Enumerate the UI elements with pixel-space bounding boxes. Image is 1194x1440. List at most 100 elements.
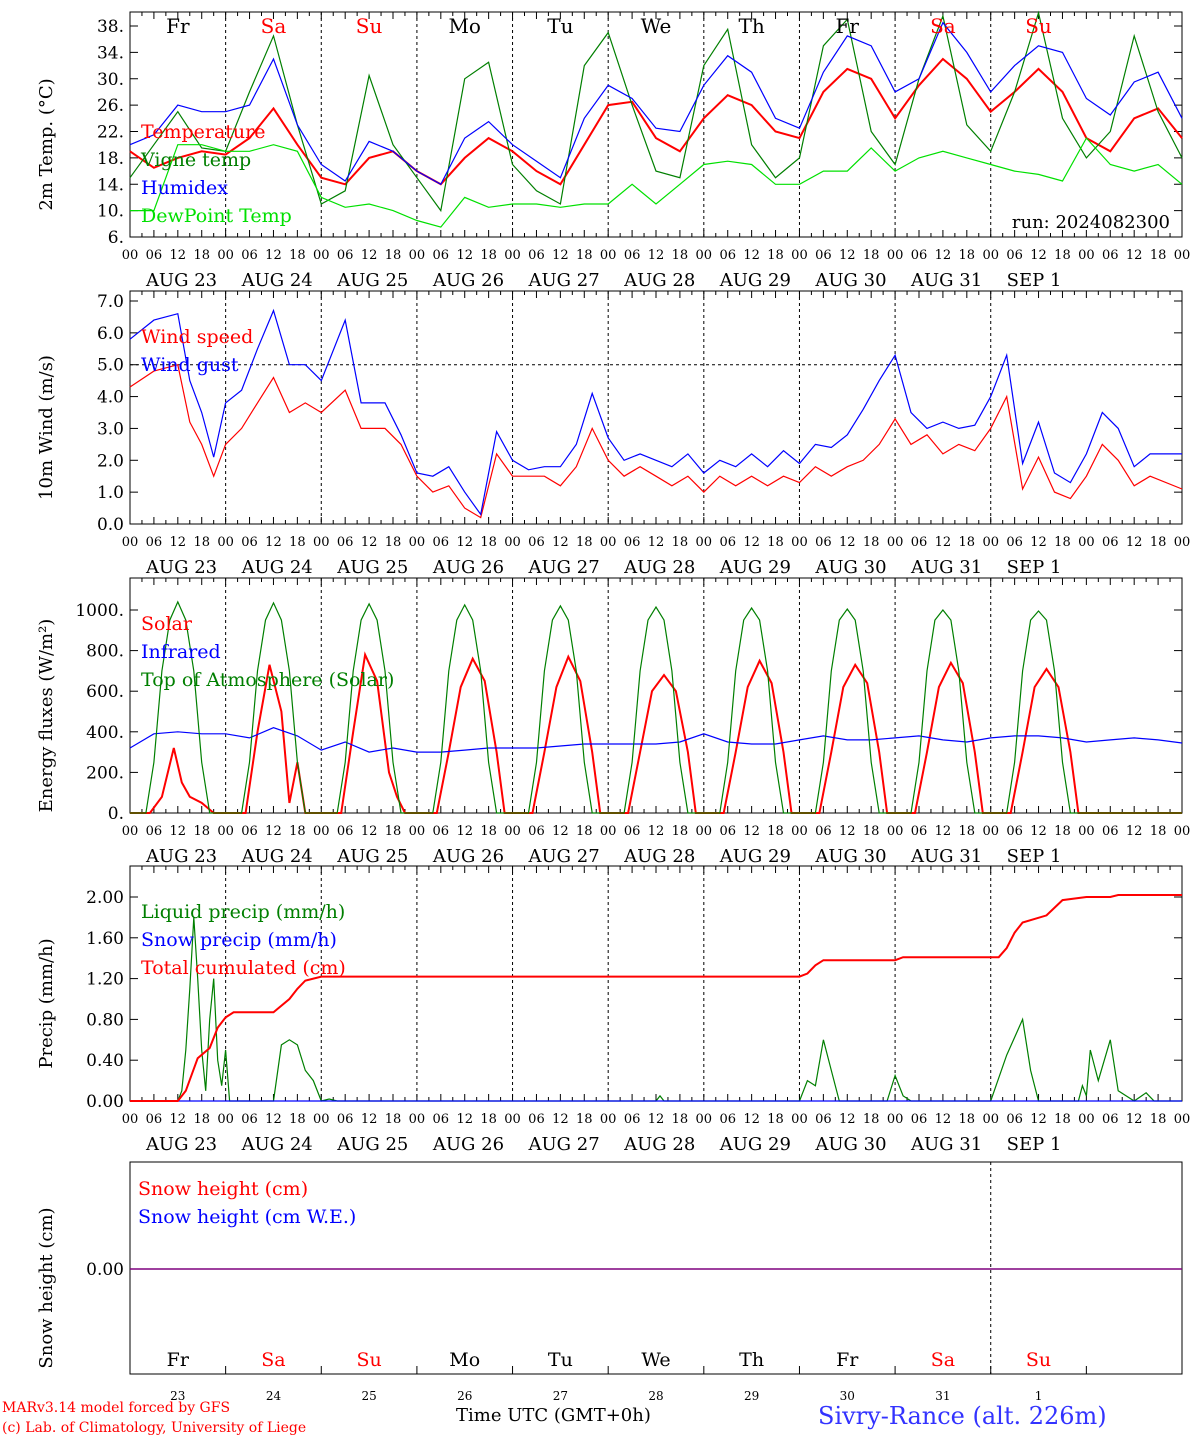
temp-hour-label: 12 (1126, 248, 1143, 263)
temp-hour-label: 00 (313, 248, 330, 263)
precip-hour-label: 18 (480, 1112, 497, 1127)
temp-y-axis-label: 2m Temp. (°C) (36, 78, 57, 210)
wind-hour-label: 18 (863, 535, 880, 550)
temp-series-vigne-temp (129, 10, 1183, 213)
wind-hour-label: 12 (743, 535, 760, 550)
energy-hour-label: 18 (863, 824, 880, 839)
temp-date-label: AUG 23 (145, 270, 217, 291)
temp-weekday-label: Sa (261, 14, 287, 38)
temp-hour-label: 18 (863, 248, 880, 263)
snow-weekday-label: Tu (548, 1349, 573, 1371)
energy-date-label: AUG 27 (527, 846, 599, 867)
temp-hour-label: 12 (265, 248, 282, 263)
wind-y-tick-label: 4.0 (97, 388, 124, 408)
precip-hour-label: 06 (1006, 1112, 1023, 1127)
temp-hour-label: 06 (1006, 248, 1023, 263)
snow-legend-1: Snow height (cm W.E.) (138, 1206, 356, 1228)
temp-weekday-label: Su (1025, 14, 1052, 38)
temp-hour-label: 06 (146, 248, 163, 263)
precip-hour-label: 06 (1102, 1112, 1119, 1127)
precip-hour-label: 18 (1150, 1112, 1167, 1127)
snow-day-number: 23 (170, 1389, 185, 1403)
wind-hour-label: 06 (337, 535, 354, 550)
snow-day-number: 31 (935, 1389, 950, 1403)
station-title: Sivry-Rance (alt. 226m) (818, 1402, 1107, 1430)
temp-hour-label: 00 (504, 248, 521, 263)
wind-date-label: AUG 29 (719, 557, 791, 578)
temp-hour-label: 12 (552, 248, 569, 263)
wind-hour-label: 00 (600, 535, 617, 550)
temp-hour-label: 06 (624, 248, 641, 263)
precip-date-label: AUG 28 (623, 1134, 695, 1155)
wind-hour-label: 00 (696, 535, 713, 550)
energy-hour-label: 00 (122, 824, 139, 839)
energy-legend-1: Infrared (141, 641, 221, 663)
energy-hour-label: 12 (552, 824, 569, 839)
wind-hour-label: 00 (1174, 535, 1191, 550)
energy-hour-label: 18 (480, 824, 497, 839)
precip-date-label: AUG 23 (145, 1134, 217, 1155)
wind-legend-1: Wind gust (141, 354, 239, 376)
precip-hour-label: 06 (624, 1112, 641, 1127)
precip-hour-label: 12 (1030, 1112, 1047, 1127)
precip-hour-label: 06 (146, 1112, 163, 1127)
energy-hour-label: 18 (767, 824, 784, 839)
temp-y-tick-label: 30. (97, 70, 124, 90)
energy-y-tick-label: 400. (86, 723, 124, 743)
energy-hour-label: 12 (1030, 824, 1047, 839)
run-annotation: run: 2024082300 (1012, 212, 1170, 233)
wind-hour-label: 18 (576, 535, 593, 550)
precip-legend-2: Total cumulated (cm) (141, 957, 346, 979)
temp-date-label: AUG 29 (719, 270, 791, 291)
precip-hour-label: 00 (982, 1112, 999, 1127)
energy-y-tick-label: 600. (86, 682, 124, 702)
temp-hour-label: 18 (385, 248, 402, 263)
energy-hour-label: 00 (600, 824, 617, 839)
precip-date-label: AUG 29 (719, 1134, 791, 1155)
snow-weekday-label: Fr (167, 1349, 190, 1371)
temp-hour-label: 18 (959, 248, 976, 263)
energy-hour-label: 00 (504, 824, 521, 839)
energy-hour-label: 12 (743, 824, 760, 839)
energy-hour-label: 18 (1054, 824, 1071, 839)
precip-date-label: AUG 30 (814, 1134, 886, 1155)
energy-date-label: AUG 26 (432, 846, 504, 867)
snow-legend-0: Snow height (cm) (138, 1178, 308, 1200)
precip-hour-label: 18 (385, 1112, 402, 1127)
energy-hour-label: 00 (1078, 824, 1095, 839)
snow-weekday-label: Sa (261, 1349, 285, 1371)
wind-date-label: SEP 1 (1007, 557, 1062, 578)
energy-hour-label: 06 (815, 824, 832, 839)
energy-y-tick-label: 1000. (75, 601, 124, 621)
wind-hour-label: 00 (1078, 535, 1095, 550)
temp-date-label: AUG 30 (814, 270, 886, 291)
snow-weekday-label: Su (356, 1349, 381, 1371)
precip-date-label: AUG 31 (910, 1134, 982, 1155)
wind-hour-label: 12 (361, 535, 378, 550)
temp-series-dewpoint-temp (130, 137, 1183, 228)
precip-hour-label: 00 (887, 1112, 904, 1127)
precip-y-tick-label: 1.60 (86, 929, 124, 949)
temp-hour-label: 00 (1078, 248, 1095, 263)
temp-hour-label: 06 (719, 248, 736, 263)
snow-y-tick-label: 0.00 (86, 1260, 124, 1280)
temp-hour-label: 18 (576, 248, 593, 263)
precip-legend-0: Liquid precip (mm/h) (141, 901, 345, 923)
precip-hour-label: 12 (552, 1112, 569, 1127)
energy-hour-label: 06 (433, 824, 450, 839)
wind-y-tick-label: 3.0 (97, 419, 124, 439)
energy-hour-label: 12 (456, 824, 473, 839)
energy-hour-label: 18 (672, 824, 689, 839)
temp-weekday-label: Sa (930, 14, 956, 38)
wind-hour-label: 18 (1150, 535, 1167, 550)
temp-y-tick-label: 6. (108, 228, 124, 248)
wind-hour-label: 06 (624, 535, 641, 550)
temp-hour-label: 00 (217, 248, 234, 263)
temp-hour-label: 18 (193, 248, 210, 263)
precip-hour-label: 12 (839, 1112, 856, 1127)
wind-y-tick-label: 6.0 (97, 324, 124, 344)
snow-day-number: 27 (553, 1389, 568, 1403)
precip-hour-label: 00 (1174, 1112, 1191, 1127)
energy-hour-label: 12 (648, 824, 665, 839)
